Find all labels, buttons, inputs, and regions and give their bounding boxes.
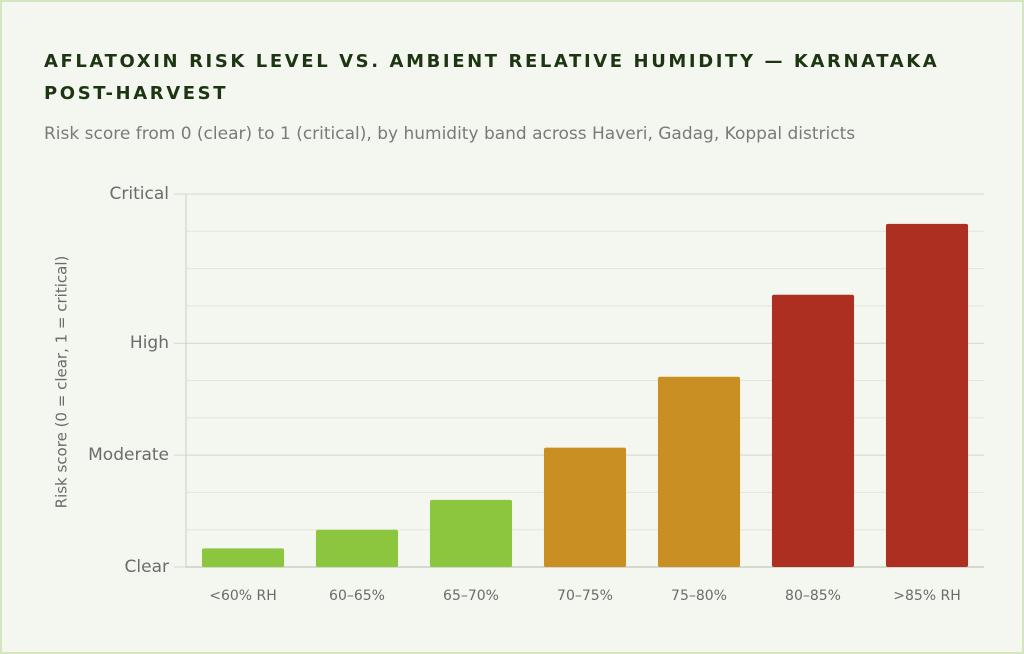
x-tick-label: 60–65%: [329, 588, 385, 604]
bar: [201, 548, 285, 567]
x-tick-label: 75–80%: [671, 588, 727, 604]
bar: [657, 376, 741, 567]
bar: [885, 223, 969, 567]
bar: [543, 447, 627, 567]
x-tick-label: 70–75%: [557, 588, 613, 604]
y-tick-label: High: [130, 333, 169, 353]
bar: [771, 294, 855, 567]
bar: [315, 529, 399, 567]
chart-title: AFLATOXIN RISK LEVEL VS. AMBIENT RELATIV…: [44, 51, 940, 104]
x-tick-label: 65–70%: [443, 588, 499, 604]
chart-subtitle: Risk score from 0 (clear) to 1 (critical…: [44, 124, 856, 144]
x-tick-label: <60% RH: [209, 588, 277, 604]
bar: [429, 499, 513, 567]
y-tick-label: Critical: [110, 184, 169, 204]
y-axis-label: Risk score (0 = clear, 1 = critical): [53, 256, 71, 509]
y-tick-label: Moderate: [88, 445, 169, 465]
x-tick-label: 80–85%: [785, 588, 841, 604]
x-tick-label: >85% RH: [893, 588, 961, 604]
y-tick-label: Clear: [125, 557, 169, 577]
